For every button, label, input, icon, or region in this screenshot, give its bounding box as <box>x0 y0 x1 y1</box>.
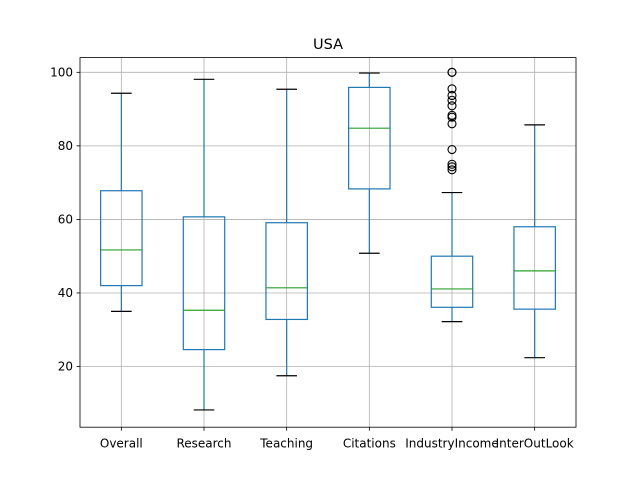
iqr-box <box>182 216 226 351</box>
x-tick-label-citations: Citations <box>343 437 396 451</box>
box-plot-series <box>100 67 556 411</box>
outlier-point <box>447 101 457 111</box>
x-tick-label-interoutlook: InterOutLook <box>496 437 574 451</box>
outlier-point <box>447 84 457 94</box>
iqr-box <box>100 190 143 287</box>
outlier-point <box>447 110 457 120</box>
box-overall <box>100 92 143 312</box>
outlier-point <box>447 159 457 169</box>
x-tick-label-teaching: Teaching <box>259 437 313 451</box>
box-citations <box>348 72 391 254</box>
outlier-point <box>447 165 457 175</box>
outlier-point <box>447 67 457 77</box>
chart-title: USA <box>313 37 343 53</box>
box-teaching <box>265 88 308 377</box>
outlier-point <box>447 90 457 101</box>
axis-ticks: 20 40 60 80 100 Overall Research Teaching Citati… <box>50 66 574 451</box>
y-tick-label: 80 <box>58 139 73 153</box>
outlier-point <box>447 162 457 172</box>
box-industryincome <box>430 67 474 323</box>
iqr-box <box>348 86 391 190</box>
x-tick-label-overall: Overall <box>100 437 143 451</box>
x-tick-label-research: Research <box>176 437 231 451</box>
box-research <box>182 78 226 411</box>
y-tick-label: 20 <box>58 360 73 374</box>
y-tick-label: 40 <box>58 286 73 300</box>
grid-lines <box>80 57 576 428</box>
iqr-box <box>430 255 474 308</box>
outlier-point <box>447 144 457 155</box>
y-tick-label: 60 <box>58 213 73 227</box>
outlier-point <box>447 95 457 105</box>
y-tick-label: 100 <box>50 66 73 80</box>
iqr-box <box>265 222 308 321</box>
plot-area-frame <box>79 57 577 428</box>
x-tick-label-industryincome: IndustryIncome <box>405 437 499 451</box>
box-interoutlook <box>513 124 556 359</box>
iqr-box <box>513 226 556 310</box>
